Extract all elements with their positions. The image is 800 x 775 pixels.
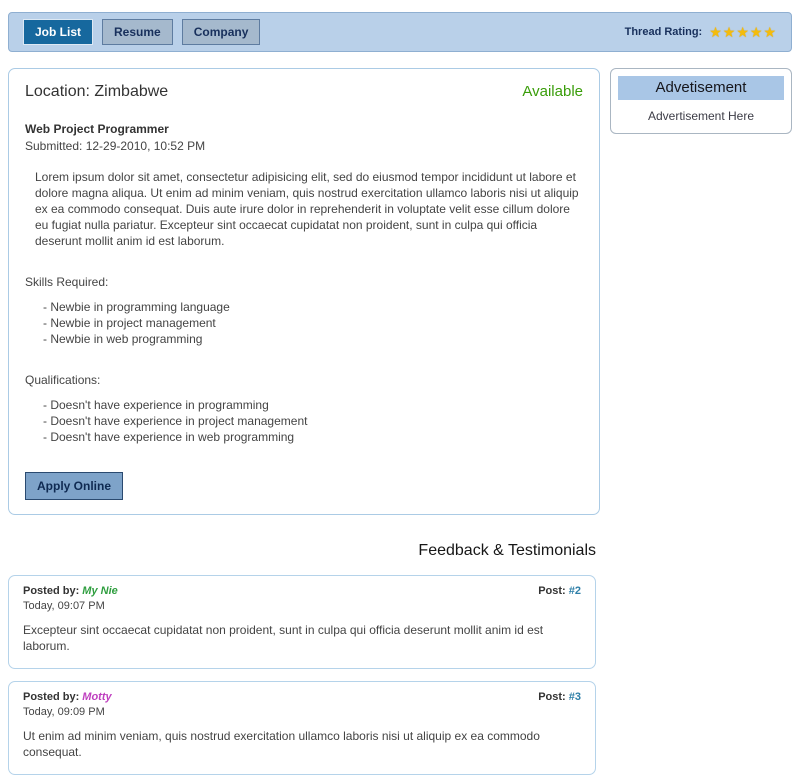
- post-number-link[interactable]: #2: [568, 585, 581, 597]
- availability-status: Available: [522, 83, 583, 100]
- job-panel-header: Location: Zimbabwe Available: [25, 83, 583, 101]
- job-title: Web Project Programmer: [25, 122, 169, 136]
- post-header: Posted by: My Nie Today, 09:07 PM Post: …: [23, 585, 581, 612]
- tab-company[interactable]: Company: [181, 19, 261, 45]
- qualifications-list: Doesn't have experience in programming D…: [25, 397, 583, 445]
- feedback-heading: Feedback & Testimonials: [418, 542, 596, 559]
- feedback-post: Posted by: Motty Today, 09:09 PM Post: #…: [8, 681, 596, 775]
- job-description: Lorem ipsum dolor sit amet, consectetur …: [35, 170, 579, 248]
- posted-by-label: Posted by:: [23, 585, 80, 597]
- qualification-item: Doesn't have experience in project manag…: [25, 413, 583, 429]
- post-body: Excepteur sint occaecat cupidatat non pr…: [23, 623, 544, 653]
- qualification-item: Doesn't have experience in web programmi…: [25, 429, 583, 445]
- tab-resume[interactable]: Resume: [102, 19, 173, 45]
- post-number-link[interactable]: #3: [568, 691, 581, 703]
- apply-online-button[interactable]: Apply Online: [25, 472, 124, 500]
- job-submitted-date: Submitted: 12-29-2010, 10:52 PM: [25, 139, 206, 153]
- post-number-block: Post: #3: [538, 691, 581, 718]
- skill-item: Newbie in programming language: [25, 299, 583, 315]
- post-time: Today, 09:07 PM: [23, 600, 105, 612]
- post-author-link[interactable]: My Nie: [82, 585, 118, 597]
- thread-rating-label: Thread Rating:: [624, 26, 703, 38]
- post-header: Posted by: Motty Today, 09:09 PM Post: #…: [23, 691, 581, 718]
- top-nav-bar: Job List Resume Company Thread Rating: ★…: [8, 12, 792, 52]
- skill-item: Newbie in project management: [25, 315, 583, 331]
- post-author-block: Posted by: Motty Today, 09:09 PM: [23, 691, 112, 718]
- qualifications-heading: Qualifications:: [25, 373, 101, 387]
- post-author-block: Posted by: My Nie Today, 09:07 PM: [23, 585, 118, 612]
- advertisement-placeholder: Advertisement Here: [647, 109, 755, 123]
- post-number-label: Post:: [538, 585, 566, 597]
- skills-heading: Skills Required:: [25, 275, 109, 289]
- advertisement-header: Advetisement: [618, 76, 784, 100]
- thread-rating: Thread Rating: ★★★★★: [625, 24, 777, 41]
- qualification-item: Doesn't have experience in programming: [25, 397, 583, 413]
- content-row: Location: Zimbabwe Available Web Project…: [8, 68, 792, 515]
- post-body: Ut enim ad minim veniam, quis nostrud ex…: [23, 729, 540, 759]
- job-detail-panel: Location: Zimbabwe Available Web Project…: [8, 68, 600, 515]
- feedback-post: Posted by: My Nie Today, 09:07 PM Post: …: [8, 575, 596, 669]
- tab-job-list[interactable]: Job List: [23, 19, 94, 45]
- post-number-block: Post: #2: [538, 585, 581, 612]
- sidebar: Advetisement Advertisement Here: [610, 68, 792, 134]
- advertisement-box: Advetisement Advertisement Here: [610, 68, 792, 134]
- star-rating-icon[interactable]: ★★★★★: [709, 23, 777, 40]
- skills-list: Newbie in programming language Newbie in…: [25, 299, 583, 347]
- skill-item: Newbie in web programming: [25, 331, 583, 347]
- job-location: Location: Zimbabwe: [25, 83, 169, 100]
- posted-by-label: Posted by:: [23, 691, 80, 703]
- post-author-link[interactable]: Motty: [82, 691, 112, 703]
- post-time: Today, 09:09 PM: [23, 706, 105, 718]
- post-number-label: Post:: [538, 691, 566, 703]
